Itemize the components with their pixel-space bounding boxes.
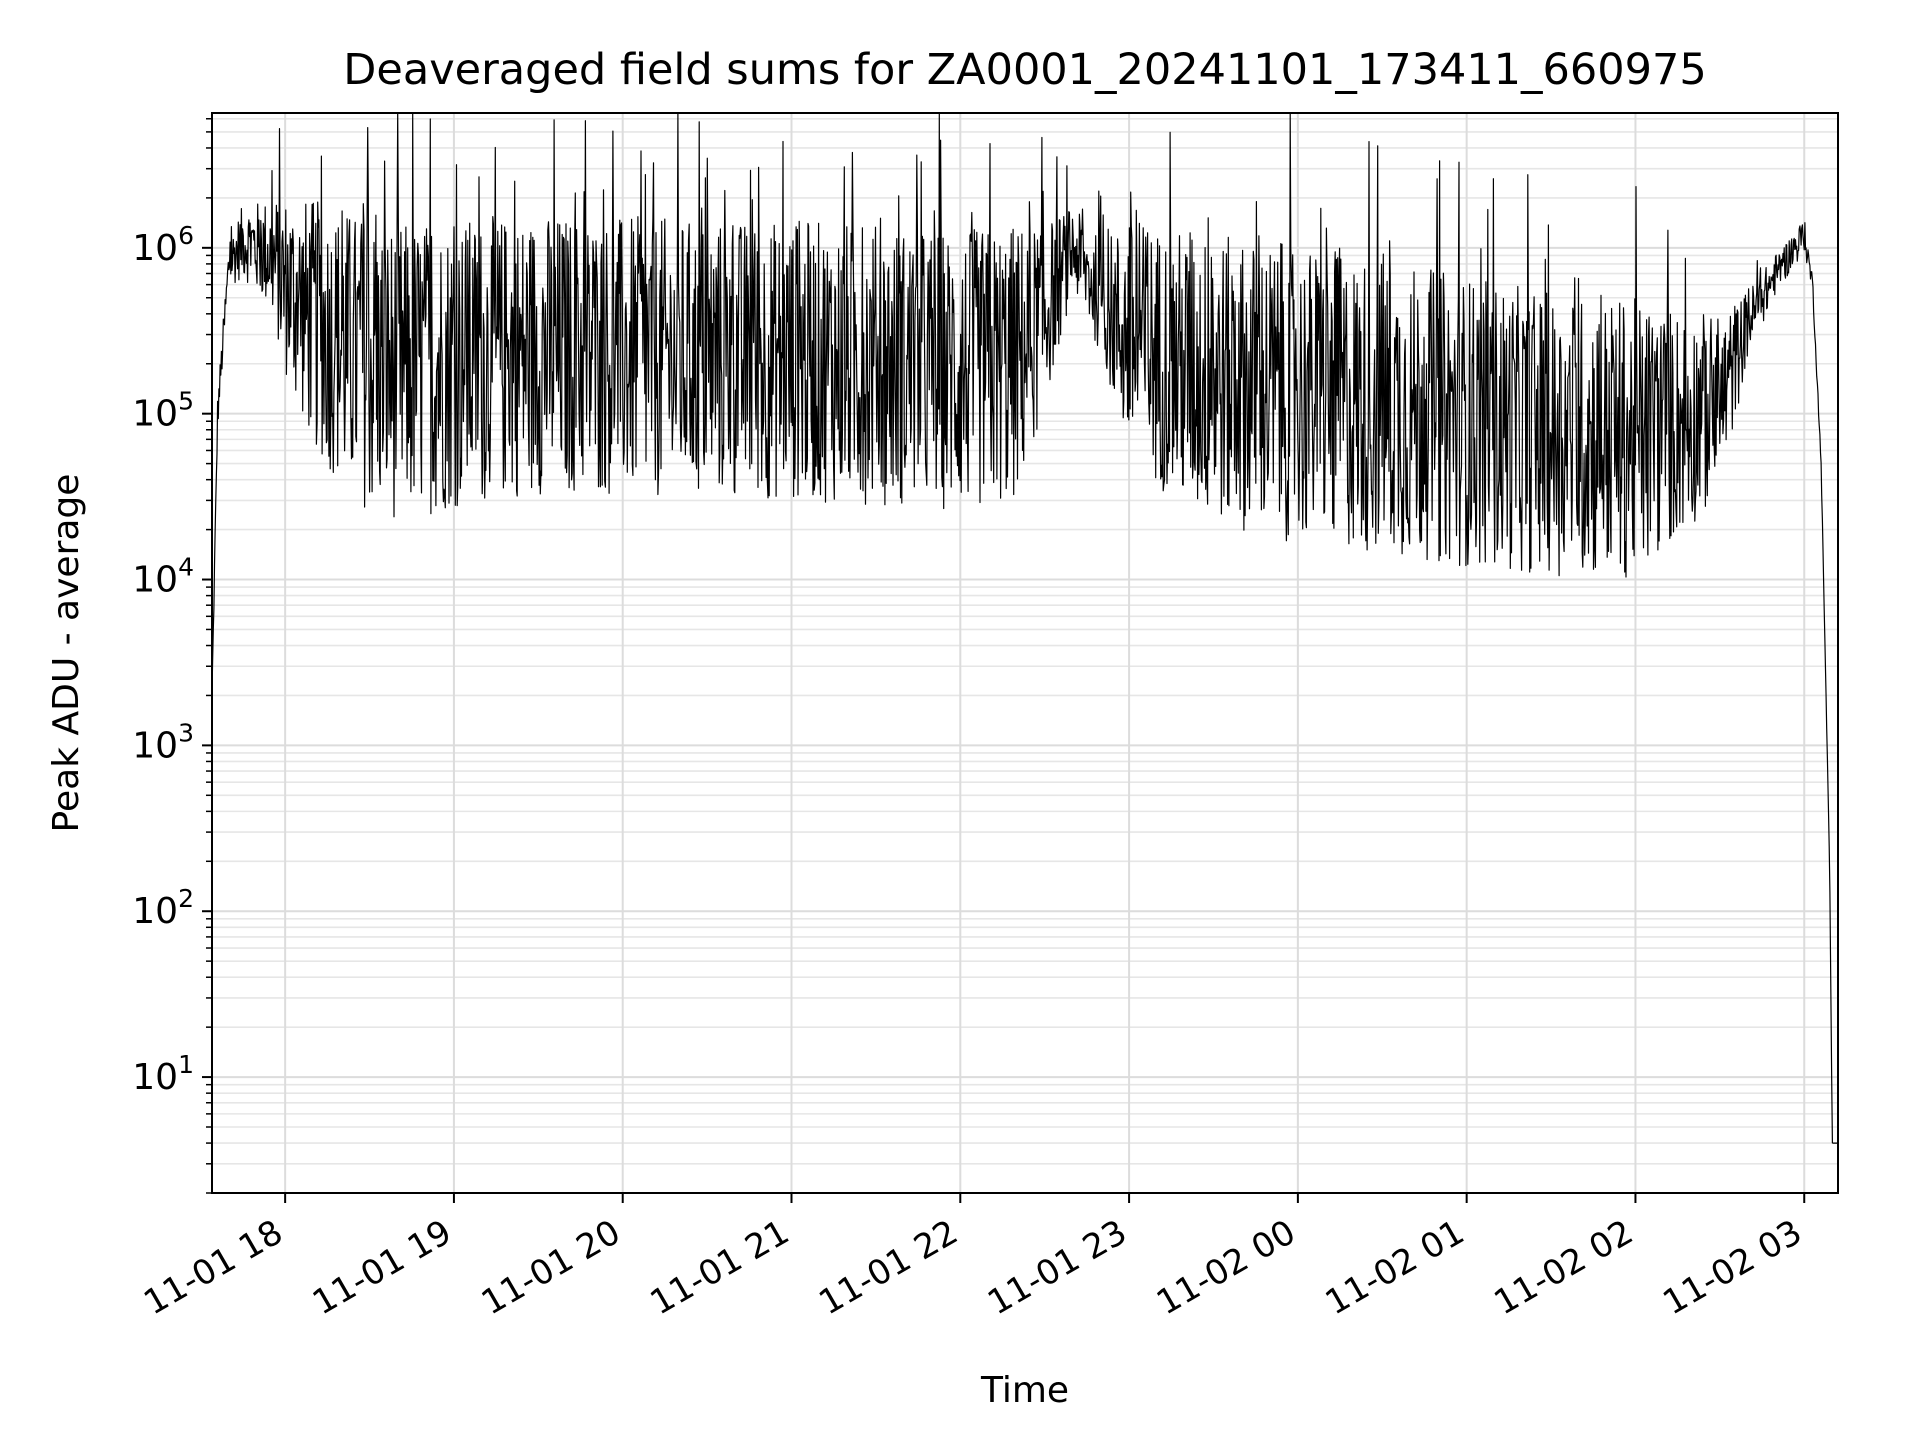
y-tick-label: 103 [132,718,194,766]
y-tick-exponent: 2 [178,884,194,913]
series-line [211,112,1839,1144]
y-tick-exponent: 4 [178,553,194,582]
y-tick-base: 10 [132,394,178,435]
y-tick-label: 101 [132,1050,194,1098]
y-tick-exponent: 6 [178,221,194,250]
y-tick-base: 10 [132,891,178,932]
plot-frame [211,112,1839,1194]
y-tick-label: 105 [132,387,194,435]
x-axis-label: Time [980,1370,1069,1411]
chart-title: Deaveraged field sums for ZA0001_2024110… [343,45,1706,95]
y-tick-exponent: 1 [178,1050,194,1079]
y-tick-exponent: 5 [178,387,194,416]
y-tick-base: 10 [132,725,178,766]
y-tick-label: 106 [132,221,194,269]
y-tick-base: 10 [132,228,178,269]
y-tick-base: 10 [132,560,178,601]
y-tick-label: 104 [132,553,194,601]
y-tick-base: 10 [132,1057,178,1098]
y-axis-label: Peak ADU - average [46,474,87,833]
y-tick-label: 102 [132,884,194,932]
y-tick-exponent: 3 [178,718,194,747]
